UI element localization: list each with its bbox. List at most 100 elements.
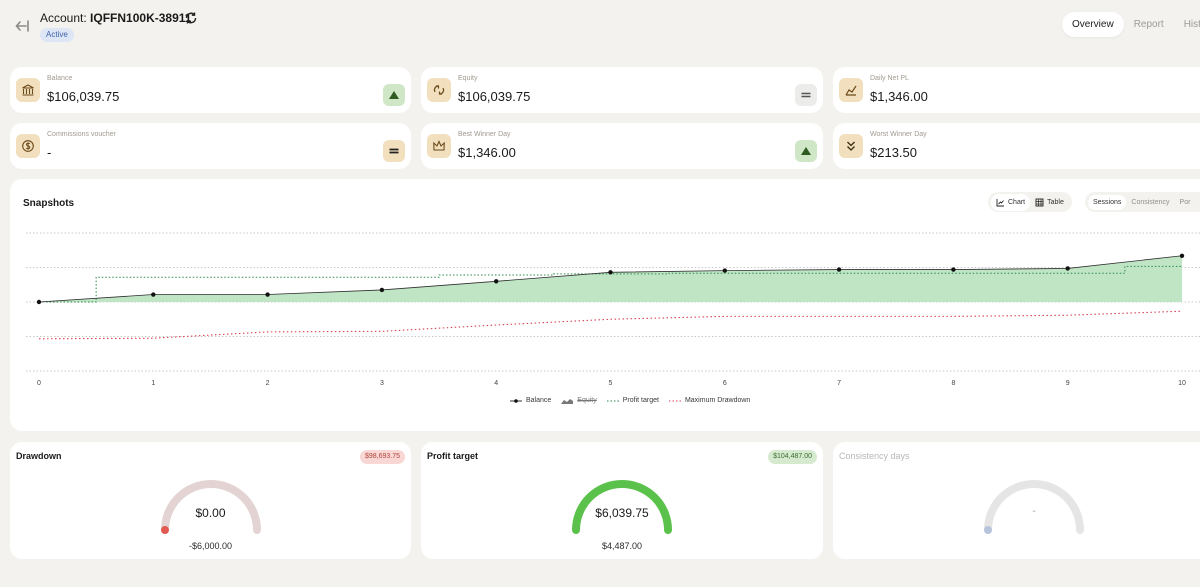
balance-point: [1065, 266, 1070, 271]
equity-label: Equity: [458, 75, 478, 82]
legend-equity[interactable]: Equity: [561, 397, 597, 404]
gauge-track: [572, 480, 672, 534]
back-button[interactable]: [12, 16, 32, 36]
equal-icon: [383, 140, 405, 162]
x-tick-label: 10: [1178, 380, 1186, 387]
account-prefix: Account:: [40, 11, 87, 25]
table-view-label: Table: [1047, 198, 1064, 206]
line-chart-icon: [996, 198, 1004, 206]
commissions-value: -: [47, 145, 52, 160]
gauge-start-dot: [161, 526, 169, 534]
best-winner-day-value: $1,346.00: [458, 145, 516, 160]
gauge-track: [161, 480, 261, 534]
x-tick-label: 3: [380, 380, 384, 387]
commissions-card: Commissions voucher -: [10, 123, 411, 169]
best-winner-day-label: Best Winner Day: [458, 131, 511, 138]
table-icon: [1035, 198, 1044, 206]
consistency-tab[interactable]: Consistency: [1131, 198, 1170, 206]
dollar-icon: [16, 134, 40, 158]
tab-bar: Overview Report Hist: [1062, 12, 1200, 37]
view-toggle: Chart Table: [988, 192, 1072, 212]
x-tick-label: 5: [609, 380, 613, 387]
profit-target-line: [39, 265, 1182, 303]
legend-maximum-drawdown[interactable]: Maximum Drawdown: [668, 397, 751, 404]
profit-target-title: Profit target: [427, 451, 479, 461]
x-tick-label: 1: [151, 380, 155, 387]
chart-view-button[interactable]: Chart: [991, 193, 1031, 211]
balance-point: [836, 267, 842, 272]
equity-value: $106,039.75: [458, 89, 531, 104]
drawdown-value: $0.00: [195, 506, 226, 520]
snapshots-chart: 0 1 2 3 4 5 6 7 8 9 10: [26, 232, 1200, 387]
status-badge: Active: [40, 28, 74, 42]
maximum-drawdown-line: [38, 310, 1183, 340]
drawdown-card: Drawdown $98,693.75 $0.00 -$6,000.00: [10, 442, 411, 559]
consistency-days-gauge: [984, 480, 1084, 534]
profit-target-value: $6,039.75: [595, 506, 649, 520]
crown-icon: [427, 134, 451, 158]
balance-value: $106,039.75: [47, 89, 120, 104]
legend-equity-swatch: [561, 398, 574, 404]
profit-target-gauge: [572, 480, 672, 534]
x-tick-label: 6: [723, 380, 727, 387]
profit-target-card: Profit target $104,487.00 $6,039.75 $4,4…: [421, 442, 823, 559]
gauge-start-dot: [984, 526, 992, 534]
consistency-days-card: Consistency days -: [833, 442, 1200, 559]
sync-icon: [427, 78, 451, 102]
consistency-days-title: Consistency days: [839, 451, 910, 461]
drawdown-title: Drawdown: [16, 451, 62, 461]
worst-winner-day-value: $213.50: [870, 145, 917, 160]
legend-profit-target[interactable]: Profit target: [606, 397, 659, 404]
daily-net-pl-label: Daily Net PL: [870, 75, 909, 82]
consistency-days-value: -: [1032, 506, 1036, 517]
legend-balance-label: Balance: [526, 397, 552, 404]
best-winner-day-card: Best Winner Day $1,346.00: [421, 123, 823, 169]
drawdown-limit-badge: $98,693.75: [359, 450, 405, 464]
balance-point: [494, 279, 499, 284]
legend-profit-target-swatch: [606, 400, 619, 401]
mode-toggle: Sessions Consistency Por: [1085, 192, 1200, 212]
balance-point: [265, 292, 270, 297]
chart-legend: Balance Equity Profit target Maximum Dra…: [510, 397, 750, 404]
snapshots-card: Snapshots Chart Table Sessions Consisten…: [10, 179, 1200, 431]
trend-up-icon: [383, 84, 405, 106]
profit-target-sub-value: $4,487.00: [601, 541, 643, 551]
x-tick-label: 9: [1066, 380, 1070, 387]
legend-maximum-drawdown-label: Maximum Drawdown: [684, 397, 751, 404]
tab-overview[interactable]: Overview: [1062, 12, 1124, 37]
commissions-label: Commissions voucher: [47, 131, 116, 138]
balance-label: Balance: [47, 75, 73, 82]
legend-balance-swatch: [510, 398, 522, 403]
trend-up-icon: [795, 140, 817, 162]
daily-net-pl-value: $1,346.00: [870, 89, 928, 104]
tab-history[interactable]: Hist: [1183, 19, 1200, 30]
drawdown-sub-value: -$6,000.00: [188, 541, 233, 551]
account-title: Account: IQFFN100K-38911: [40, 11, 191, 25]
chart-area-icon: [839, 78, 863, 102]
x-tick-label: 0: [37, 380, 41, 387]
legend-profit-target-label: Profit target: [622, 397, 659, 404]
legend-balance[interactable]: Balance: [510, 397, 551, 404]
x-tick-label: 7: [837, 380, 841, 387]
x-tick-label: 4: [494, 380, 498, 387]
balance-point: [1179, 253, 1185, 258]
gauge-track: [984, 480, 1084, 534]
balance-card: Balance $106,039.75: [10, 67, 411, 113]
equal-icon: [795, 84, 817, 106]
x-tick-label: 8: [951, 380, 955, 387]
refresh-icon[interactable]: [184, 11, 198, 25]
chart-view-label: Chart: [1008, 198, 1026, 206]
balance-point: [608, 270, 613, 275]
bank-icon: [16, 78, 40, 102]
legend-equity-label: Equity: [577, 397, 597, 404]
drawdown-gauge: [161, 480, 261, 534]
table-view-button[interactable]: Table: [1030, 194, 1069, 211]
worst-winner-day-card: Worst Winner Day $213.50: [833, 123, 1200, 169]
equity-card: Equity $106,039.75: [421, 67, 823, 113]
x-tick-label: 2: [266, 380, 270, 387]
sessions-tab[interactable]: Sessions: [1088, 194, 1127, 210]
snapshots-title: Snapshots: [23, 198, 75, 209]
por-tab[interactable]: Por: [1179, 198, 1191, 206]
balance-point: [36, 299, 42, 305]
tab-report[interactable]: Report: [1133, 19, 1164, 30]
